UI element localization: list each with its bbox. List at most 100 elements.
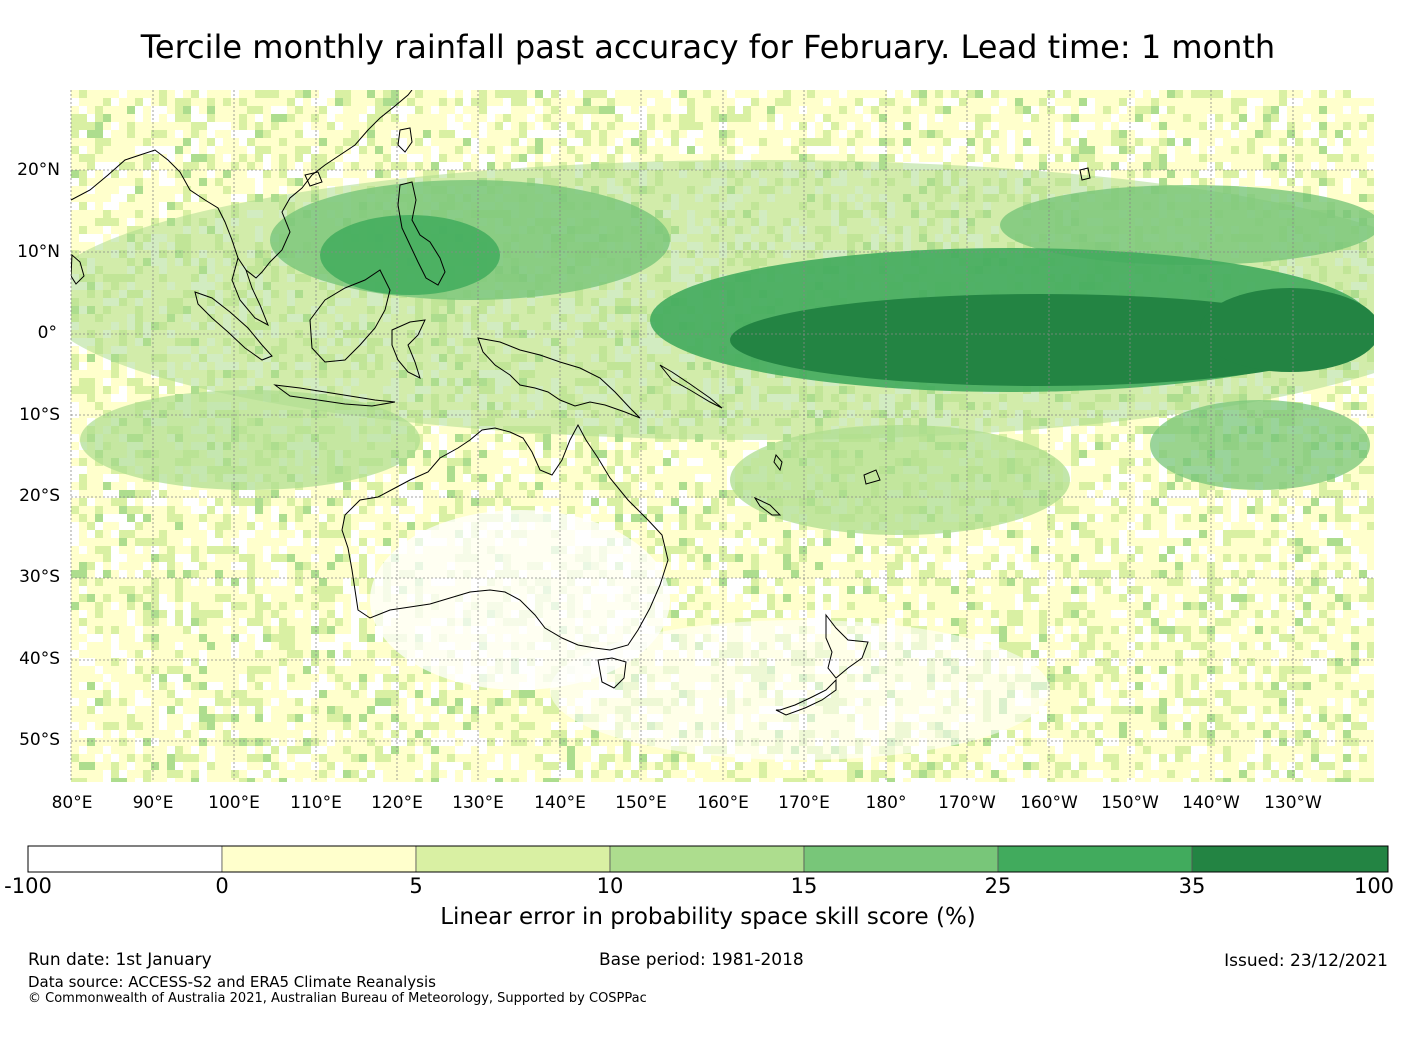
field-cell xyxy=(679,490,687,498)
field-cell xyxy=(1191,554,1199,562)
field-cell xyxy=(199,114,207,122)
field-cell xyxy=(183,98,191,106)
field-cell xyxy=(119,586,127,594)
field-cell xyxy=(503,506,511,514)
field-cell xyxy=(599,474,607,482)
field-cell xyxy=(1271,490,1279,498)
field-cell xyxy=(1223,162,1231,170)
field-cell xyxy=(287,114,295,122)
field-cell xyxy=(1159,570,1167,578)
field-cell xyxy=(695,474,703,482)
field-cell xyxy=(1063,426,1071,434)
field-cell xyxy=(687,458,695,466)
field-cell xyxy=(1279,114,1287,122)
field-cell xyxy=(1327,394,1335,402)
field-cell xyxy=(399,458,407,466)
field-cell xyxy=(1103,546,1111,554)
field-cell xyxy=(647,522,655,530)
field-cell xyxy=(1087,482,1095,490)
field-cell xyxy=(455,434,463,442)
field-cell xyxy=(1263,130,1271,138)
field-cell xyxy=(311,506,319,514)
field-cell xyxy=(1111,538,1119,546)
field-cell xyxy=(1167,546,1175,554)
field-cell xyxy=(647,138,655,146)
field-cell xyxy=(295,162,303,170)
field-cell xyxy=(967,122,975,130)
field-cell xyxy=(1175,530,1183,538)
field-cell xyxy=(743,594,751,602)
field-cell xyxy=(1327,178,1335,186)
field-cell xyxy=(207,162,215,170)
field-cell xyxy=(1271,570,1279,578)
field-cell xyxy=(255,178,263,186)
field-cell xyxy=(503,474,511,482)
field-cell xyxy=(1119,458,1127,466)
field-cell xyxy=(935,130,943,138)
field-cell xyxy=(311,98,319,106)
field-cell xyxy=(311,586,319,594)
field-cell xyxy=(1311,578,1319,586)
field-cell xyxy=(951,562,959,570)
field-cell xyxy=(487,114,495,122)
field-cell xyxy=(615,114,623,122)
field-cell xyxy=(399,138,407,146)
field-cell xyxy=(751,578,759,586)
field-cell xyxy=(1335,490,1343,498)
field-cell xyxy=(1055,138,1063,146)
field-cell xyxy=(679,106,687,114)
field-cell xyxy=(1351,506,1359,514)
field-cell xyxy=(215,570,223,578)
field-cell xyxy=(415,106,423,114)
field-cell xyxy=(71,450,79,458)
field-cell xyxy=(135,146,143,154)
field-cell xyxy=(1343,546,1351,554)
field-cell xyxy=(335,498,343,506)
field-cell xyxy=(815,562,823,570)
field-cell xyxy=(1199,586,1207,594)
field-cell xyxy=(407,498,415,506)
field-cell xyxy=(1151,98,1159,106)
field-cell xyxy=(1359,562,1367,570)
field-cell xyxy=(799,522,807,530)
field-cell xyxy=(1319,498,1327,506)
field-cell xyxy=(143,602,151,610)
field-cell xyxy=(431,170,439,178)
field-cell xyxy=(799,122,807,130)
field-cell xyxy=(1263,538,1271,546)
field-cell xyxy=(663,458,671,466)
field-cell xyxy=(1047,538,1055,546)
field-cell xyxy=(559,442,567,450)
field-cell xyxy=(415,154,423,162)
field-cell xyxy=(1167,578,1175,586)
field-cell xyxy=(623,530,631,538)
field-cell xyxy=(1359,194,1367,202)
field-cell xyxy=(607,154,615,162)
field-cell xyxy=(1095,498,1103,506)
field-cell xyxy=(687,122,695,130)
field-cell xyxy=(623,466,631,474)
field-cell xyxy=(295,570,303,578)
field-cell xyxy=(1223,530,1231,538)
field-cell xyxy=(183,538,191,546)
field-cell xyxy=(1135,146,1143,154)
field-cell xyxy=(503,466,511,474)
field-cell xyxy=(1103,554,1111,562)
field-cell xyxy=(503,90,511,98)
field-cell xyxy=(1119,474,1127,482)
field-cell xyxy=(583,114,591,122)
field-cell xyxy=(1159,554,1167,562)
field-cell xyxy=(207,122,215,130)
field-cell xyxy=(847,138,855,146)
field-cell xyxy=(271,490,279,498)
field-cell xyxy=(1327,90,1335,98)
field-cell xyxy=(1295,154,1303,162)
field-cell xyxy=(511,98,519,106)
field-cell xyxy=(575,482,583,490)
field-cell xyxy=(1023,114,1031,122)
field-cell xyxy=(887,546,895,554)
field-cell xyxy=(1087,458,1095,466)
field-cell xyxy=(183,210,191,218)
field-cell xyxy=(1039,554,1047,562)
field-cell xyxy=(1343,394,1351,402)
